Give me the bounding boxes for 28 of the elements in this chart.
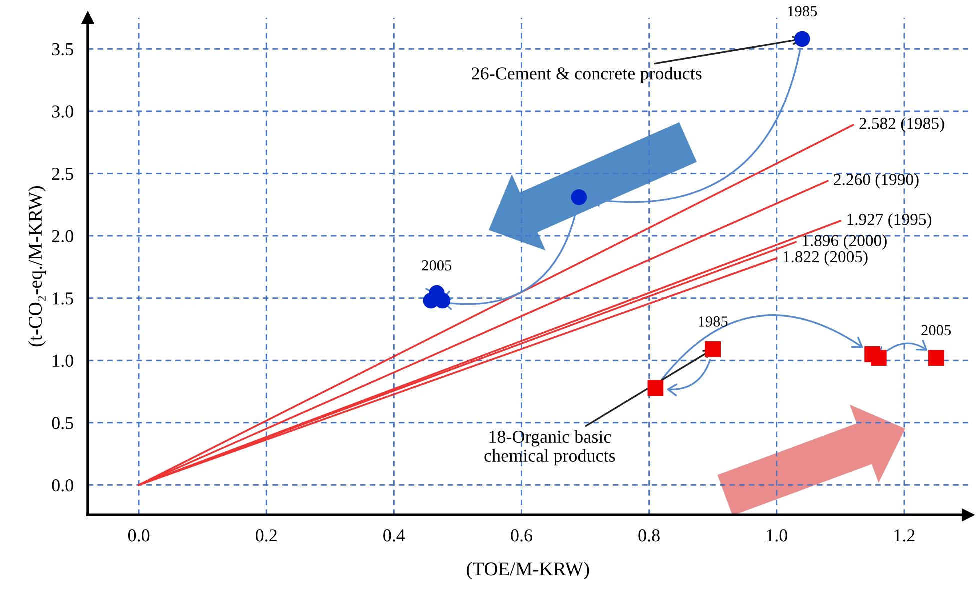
series-label: 1.896 (2000) [803, 234, 887, 250]
x-tick-label: 0.6 [511, 530, 532, 542]
y-tick-label: 1.5 [53, 292, 74, 305]
y-tick-label: 2.0 [52, 230, 74, 243]
y-axis-title: (t-CO₂-eq./M-KRW) [28, 186, 46, 347]
annotation: 1985 [699, 316, 728, 327]
x-tick-label: 1.2 [894, 530, 915, 542]
y-tick-label: 0.0 [52, 479, 74, 492]
x-tick-label: 1.0 [767, 530, 788, 542]
annotation: 2005 [922, 325, 952, 336]
series-label: 1.822 (2005) [784, 250, 868, 266]
series-label: 1.927 (1995) [848, 214, 932, 229]
y-tick-label: 0.5 [52, 417, 74, 430]
y-tick-label: 3.5 [52, 43, 74, 56]
annotation: 1985 [788, 6, 818, 17]
annotation: 18-Organic basic chemical products [484, 430, 616, 466]
annotation: 2005 [422, 260, 452, 271]
x-tick-label: 0.8 [638, 530, 660, 542]
annotation: 26-Cement & concrete products [472, 67, 702, 84]
y-tick-label: 3.0 [52, 106, 74, 118]
x-tick-label: 0.0 [128, 530, 150, 542]
y-tick-label: 1.0 [53, 354, 74, 368]
x-tick-label: 0.4 [384, 530, 406, 542]
y-tick-label: 2.5 [52, 168, 74, 180]
x-axis-title: (TOE/M-KRW) [467, 562, 590, 580]
x-tick-label: 0.2 [256, 530, 277, 542]
series-label: 2.582 (1985) [860, 118, 944, 133]
series-label: 2.260 (1990) [834, 174, 919, 189]
